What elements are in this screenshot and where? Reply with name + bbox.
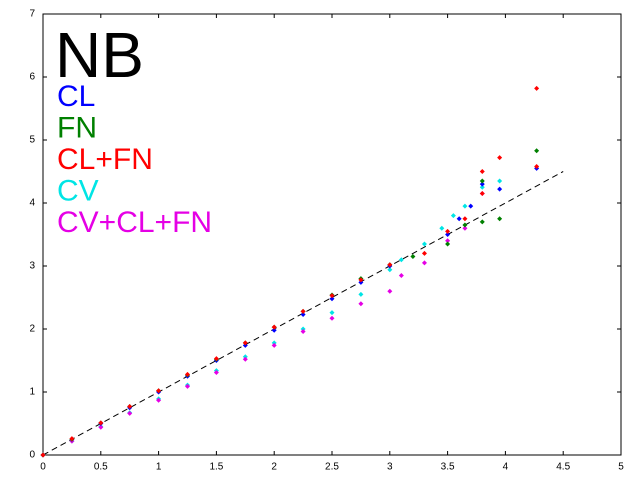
data-point <box>300 326 306 332</box>
data-point <box>456 216 462 222</box>
data-point <box>40 452 46 458</box>
data-point <box>329 310 335 316</box>
legend-entry: CL+FN <box>57 143 153 176</box>
x-tick-label: 4.5 <box>556 462 570 473</box>
data-point <box>242 356 248 362</box>
data-point <box>462 216 468 222</box>
y-tick-label: 2 <box>29 324 35 335</box>
y-tick-label: 5 <box>29 135 35 146</box>
data-point <box>497 216 503 222</box>
data-point <box>445 238 451 244</box>
y-tick-label: 1 <box>29 387 35 398</box>
data-point <box>462 222 468 228</box>
data-point <box>445 241 451 247</box>
data-point <box>497 178 503 184</box>
data-point <box>271 324 277 330</box>
data-point <box>300 312 306 318</box>
data-point <box>156 388 162 394</box>
y-tick-label: 0 <box>29 450 35 461</box>
data-point <box>387 262 393 268</box>
data-point <box>534 85 540 91</box>
x-tick-label: 4 <box>503 462 509 473</box>
data-point <box>468 203 474 209</box>
x-tick-label: 5 <box>618 462 624 473</box>
legend-entry: CL <box>57 80 95 113</box>
data-point <box>329 293 335 299</box>
x-tick-label: 0.5 <box>94 462 108 473</box>
data-point <box>329 315 335 321</box>
data-point <box>300 308 306 314</box>
data-point <box>450 213 456 219</box>
data-point <box>445 228 451 234</box>
legend-entry: CV <box>57 174 99 207</box>
data-point <box>69 436 75 442</box>
data-point <box>421 241 427 247</box>
data-point <box>421 250 427 256</box>
data-point <box>479 184 485 190</box>
data-point <box>271 340 277 346</box>
data-point <box>387 288 393 294</box>
data-point <box>479 191 485 197</box>
data-point <box>98 424 104 430</box>
x-tick-label: 1.5 <box>209 462 223 473</box>
x-tick-label: 3 <box>387 462 393 473</box>
legend-entry: CV+CL+FN <box>57 206 212 239</box>
data-point <box>185 371 190 377</box>
data-point <box>185 383 190 389</box>
y-tick-label: 7 <box>29 9 35 20</box>
y-tick-label: 3 <box>29 261 35 272</box>
data-point <box>358 301 364 307</box>
data-point <box>398 257 404 263</box>
data-point <box>300 329 306 335</box>
data-point <box>497 155 503 161</box>
data-point <box>358 279 364 285</box>
data-point <box>479 219 485 225</box>
data-point <box>127 403 133 409</box>
data-point <box>497 186 503 192</box>
data-point <box>410 254 416 260</box>
data-point <box>242 342 248 348</box>
data-point <box>156 397 162 403</box>
data-point <box>421 260 427 266</box>
data-point <box>479 178 485 184</box>
data-point <box>213 369 219 375</box>
reference-line <box>42 171 564 456</box>
data-point <box>271 342 277 348</box>
data-point <box>242 354 248 360</box>
x-tick-label: 2 <box>271 462 277 473</box>
data-point <box>462 225 468 231</box>
y-tick-label: 6 <box>29 72 35 83</box>
y-tick-label: 4 <box>29 198 35 209</box>
x-tick-label: 3.5 <box>441 462 455 473</box>
data-point <box>479 169 485 174</box>
data-point <box>127 410 133 416</box>
data-point <box>479 181 485 187</box>
chart-title: NB <box>55 19 144 91</box>
x-tick-label: 1 <box>156 462 162 473</box>
x-tick-label: 0 <box>40 462 46 473</box>
legend-entry: FN <box>57 111 97 144</box>
data-point <box>98 420 104 426</box>
data-point <box>242 340 248 346</box>
data-point <box>534 148 540 154</box>
data-point <box>387 267 393 273</box>
data-point <box>271 327 277 333</box>
data-point <box>358 291 364 297</box>
data-point <box>398 272 404 278</box>
data-point <box>213 356 219 362</box>
data-point <box>534 163 540 169</box>
data-point <box>462 203 468 209</box>
data-point <box>358 277 364 283</box>
data-point <box>439 225 445 231</box>
x-tick-label: 2.5 <box>325 462 339 473</box>
data-point <box>329 296 335 302</box>
data-point <box>445 232 451 237</box>
